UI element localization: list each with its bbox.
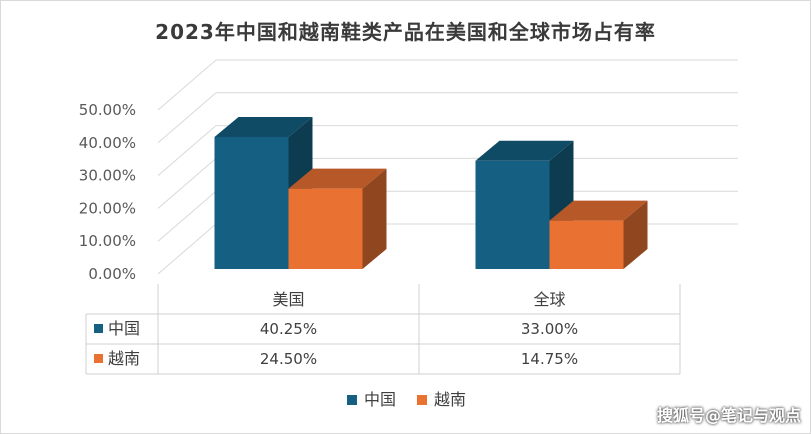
x-tick-label: 全球 [533,290,565,309]
bar-top-中国-全球 [475,140,574,161]
y-tick-label: 40.00% [79,134,136,152]
y-tick-label: 30.00% [79,167,136,185]
bar-top-越南-美国 [288,168,387,189]
bar-top-中国-美国 [214,116,313,137]
bar-中国-全球 [475,160,550,269]
legend-key [347,395,357,405]
y-tick-label: 10.00% [79,232,136,250]
table-series-label: 越南 [108,349,140,368]
bar-side-越南-全球 [623,200,648,269]
y-tick-label: 20.00% [79,199,136,217]
data-label: 14.75% [521,350,578,368]
bar-top-越南-全球 [549,200,648,221]
gridline-diagonal [157,59,217,111]
data-label: 40.25% [260,320,317,338]
data-label: 24.50% [260,350,317,368]
gridline-diagonal [157,92,217,144]
watermark-text: 搜狐号@笔记与观点 [656,406,801,425]
bar-中国-美国 [214,136,289,269]
y-tick-label: 50.00% [79,101,136,119]
legend-label: 越南 [434,390,466,409]
chart-title: 2023年中国和越南鞋类产品在美国和全球市场占有率 [155,20,656,44]
gridline-diagonal [157,158,217,209]
bar-越南-全球 [549,220,624,269]
legend-label: 中国 [364,390,396,409]
x-tick-label: 美国 [272,290,304,309]
table-series-label: 中国 [108,319,140,338]
legend-key [417,395,427,405]
gridline-diagonal [157,125,217,176]
y-tick-label: 0.00% [88,265,136,283]
bar-side-越南-美国 [362,168,387,269]
data-label: 33.00% [521,320,578,338]
table-legend-key [94,354,103,363]
gridline-diagonal [157,223,217,275]
table-legend-key [94,324,103,333]
gridline-diagonal [157,190,217,242]
bar-越南-美国 [288,188,363,269]
